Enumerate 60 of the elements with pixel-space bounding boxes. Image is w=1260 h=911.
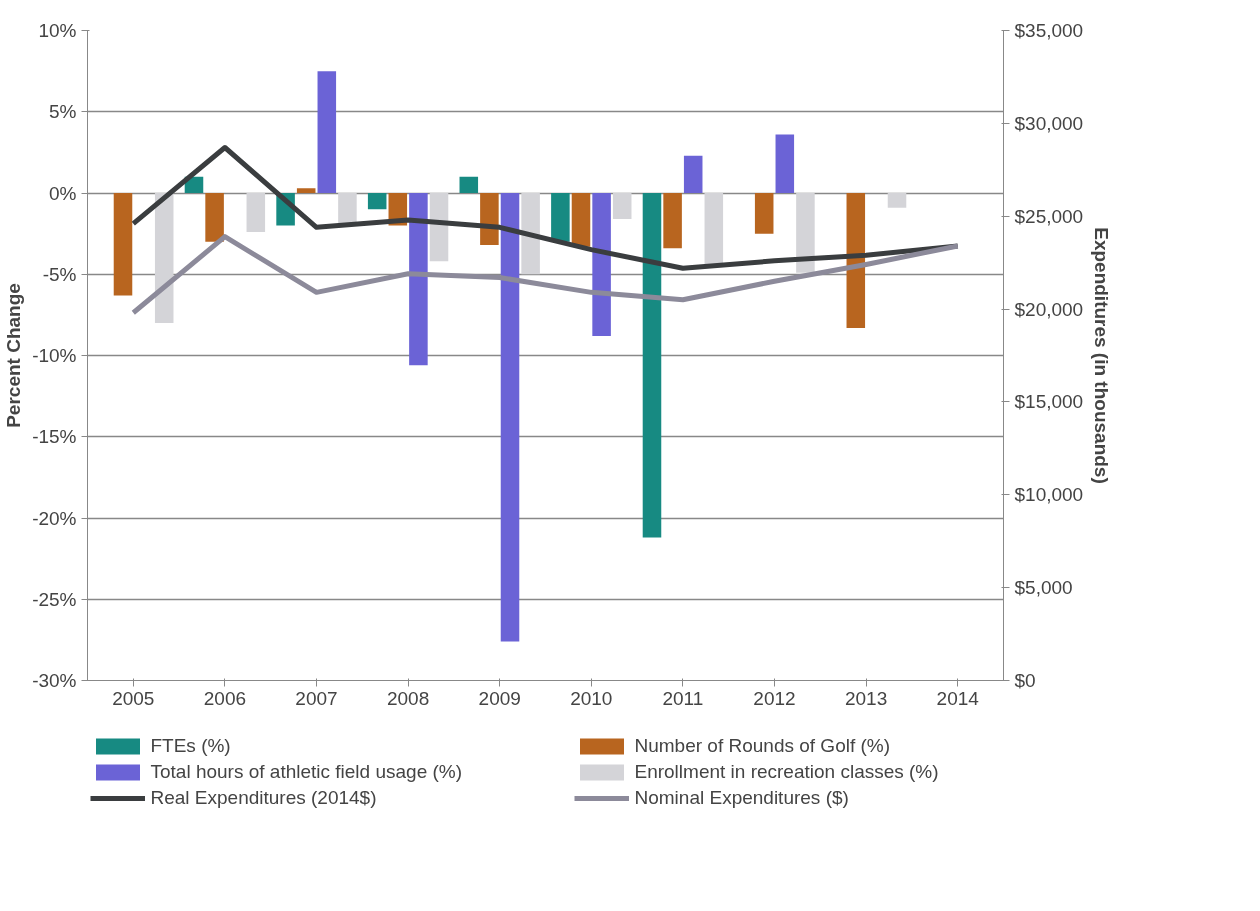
legend-label: Total hours of athletic field usage (%) — [150, 761, 464, 783]
bar — [642, 193, 662, 538]
bar — [205, 193, 224, 242]
bar — [113, 193, 133, 296]
legend-label: Enrollment in recreation classes (%) — [634, 761, 940, 783]
bar — [775, 134, 795, 193]
bar — [246, 193, 266, 232]
y2-tick-label: $15,000 — [1014, 391, 1084, 413]
x-tick-label: 2013 — [844, 687, 888, 709]
y2-tick-label: $5,000 — [1014, 577, 1073, 599]
y2-tick-label: $35,000 — [1014, 20, 1084, 41]
y-tick-label: -5% — [42, 263, 77, 285]
y-tick-label: 5% — [49, 101, 77, 123]
bar — [663, 193, 682, 249]
x-tick-label: 2006 — [203, 687, 247, 709]
bar — [429, 193, 449, 262]
x-tick-label: 2009 — [478, 687, 521, 709]
x-tick-label: 2014 — [936, 687, 980, 709]
bar — [592, 193, 611, 336]
y-tick-label: 10% — [38, 20, 77, 41]
y-tick-label: -15% — [32, 426, 77, 448]
legend-label: Number of Rounds of Golf (%) — [634, 735, 892, 757]
bar — [551, 193, 570, 242]
y2-tick-label: $30,000 — [1014, 112, 1084, 134]
x-tick-label: 2010 — [570, 687, 613, 709]
x-tick-label: 2012 — [753, 687, 796, 709]
bar — [317, 71, 337, 193]
bar — [296, 188, 316, 193]
bar — [612, 193, 632, 219]
bar — [887, 193, 907, 208]
bar — [796, 193, 815, 273]
bar — [704, 193, 724, 265]
bar — [683, 155, 703, 193]
bar — [367, 193, 387, 210]
bar — [521, 193, 540, 275]
bar — [480, 193, 499, 245]
legend-label: FTEs (%) — [150, 735, 232, 757]
bar — [846, 193, 866, 328]
bar — [409, 193, 428, 366]
x-tick-label: 2007 — [295, 687, 338, 709]
y-tick-label: -25% — [32, 588, 77, 610]
bar — [754, 193, 774, 234]
bar — [571, 193, 591, 247]
x-tick-label: 2008 — [386, 687, 430, 709]
x-tick-label: 2011 — [662, 687, 704, 709]
bar — [500, 193, 520, 642]
legend-label: Real Expenditures (2014$) — [150, 787, 378, 809]
legend-label: Nominal Expenditures ($) — [634, 787, 850, 809]
y2-tick-label: $25,000 — [1014, 205, 1084, 227]
y2-tick-label: $0 — [1014, 670, 1036, 691]
y-tick-label: -30% — [32, 670, 77, 691]
y2-tick-label: $20,000 — [1014, 298, 1084, 320]
y-tick-label: -10% — [32, 345, 77, 366]
y2-tick-label: $10,000 — [1014, 484, 1084, 506]
y2-axis-title: Expenditures (in thousands) — [1091, 227, 1113, 484]
y-axis-title: Percent Change — [3, 283, 25, 428]
y-tick-label: -20% — [32, 507, 77, 529]
y-tick-label: 0% — [49, 182, 77, 204]
bar — [459, 176, 479, 193]
x-tick-label: 2005 — [112, 687, 155, 709]
